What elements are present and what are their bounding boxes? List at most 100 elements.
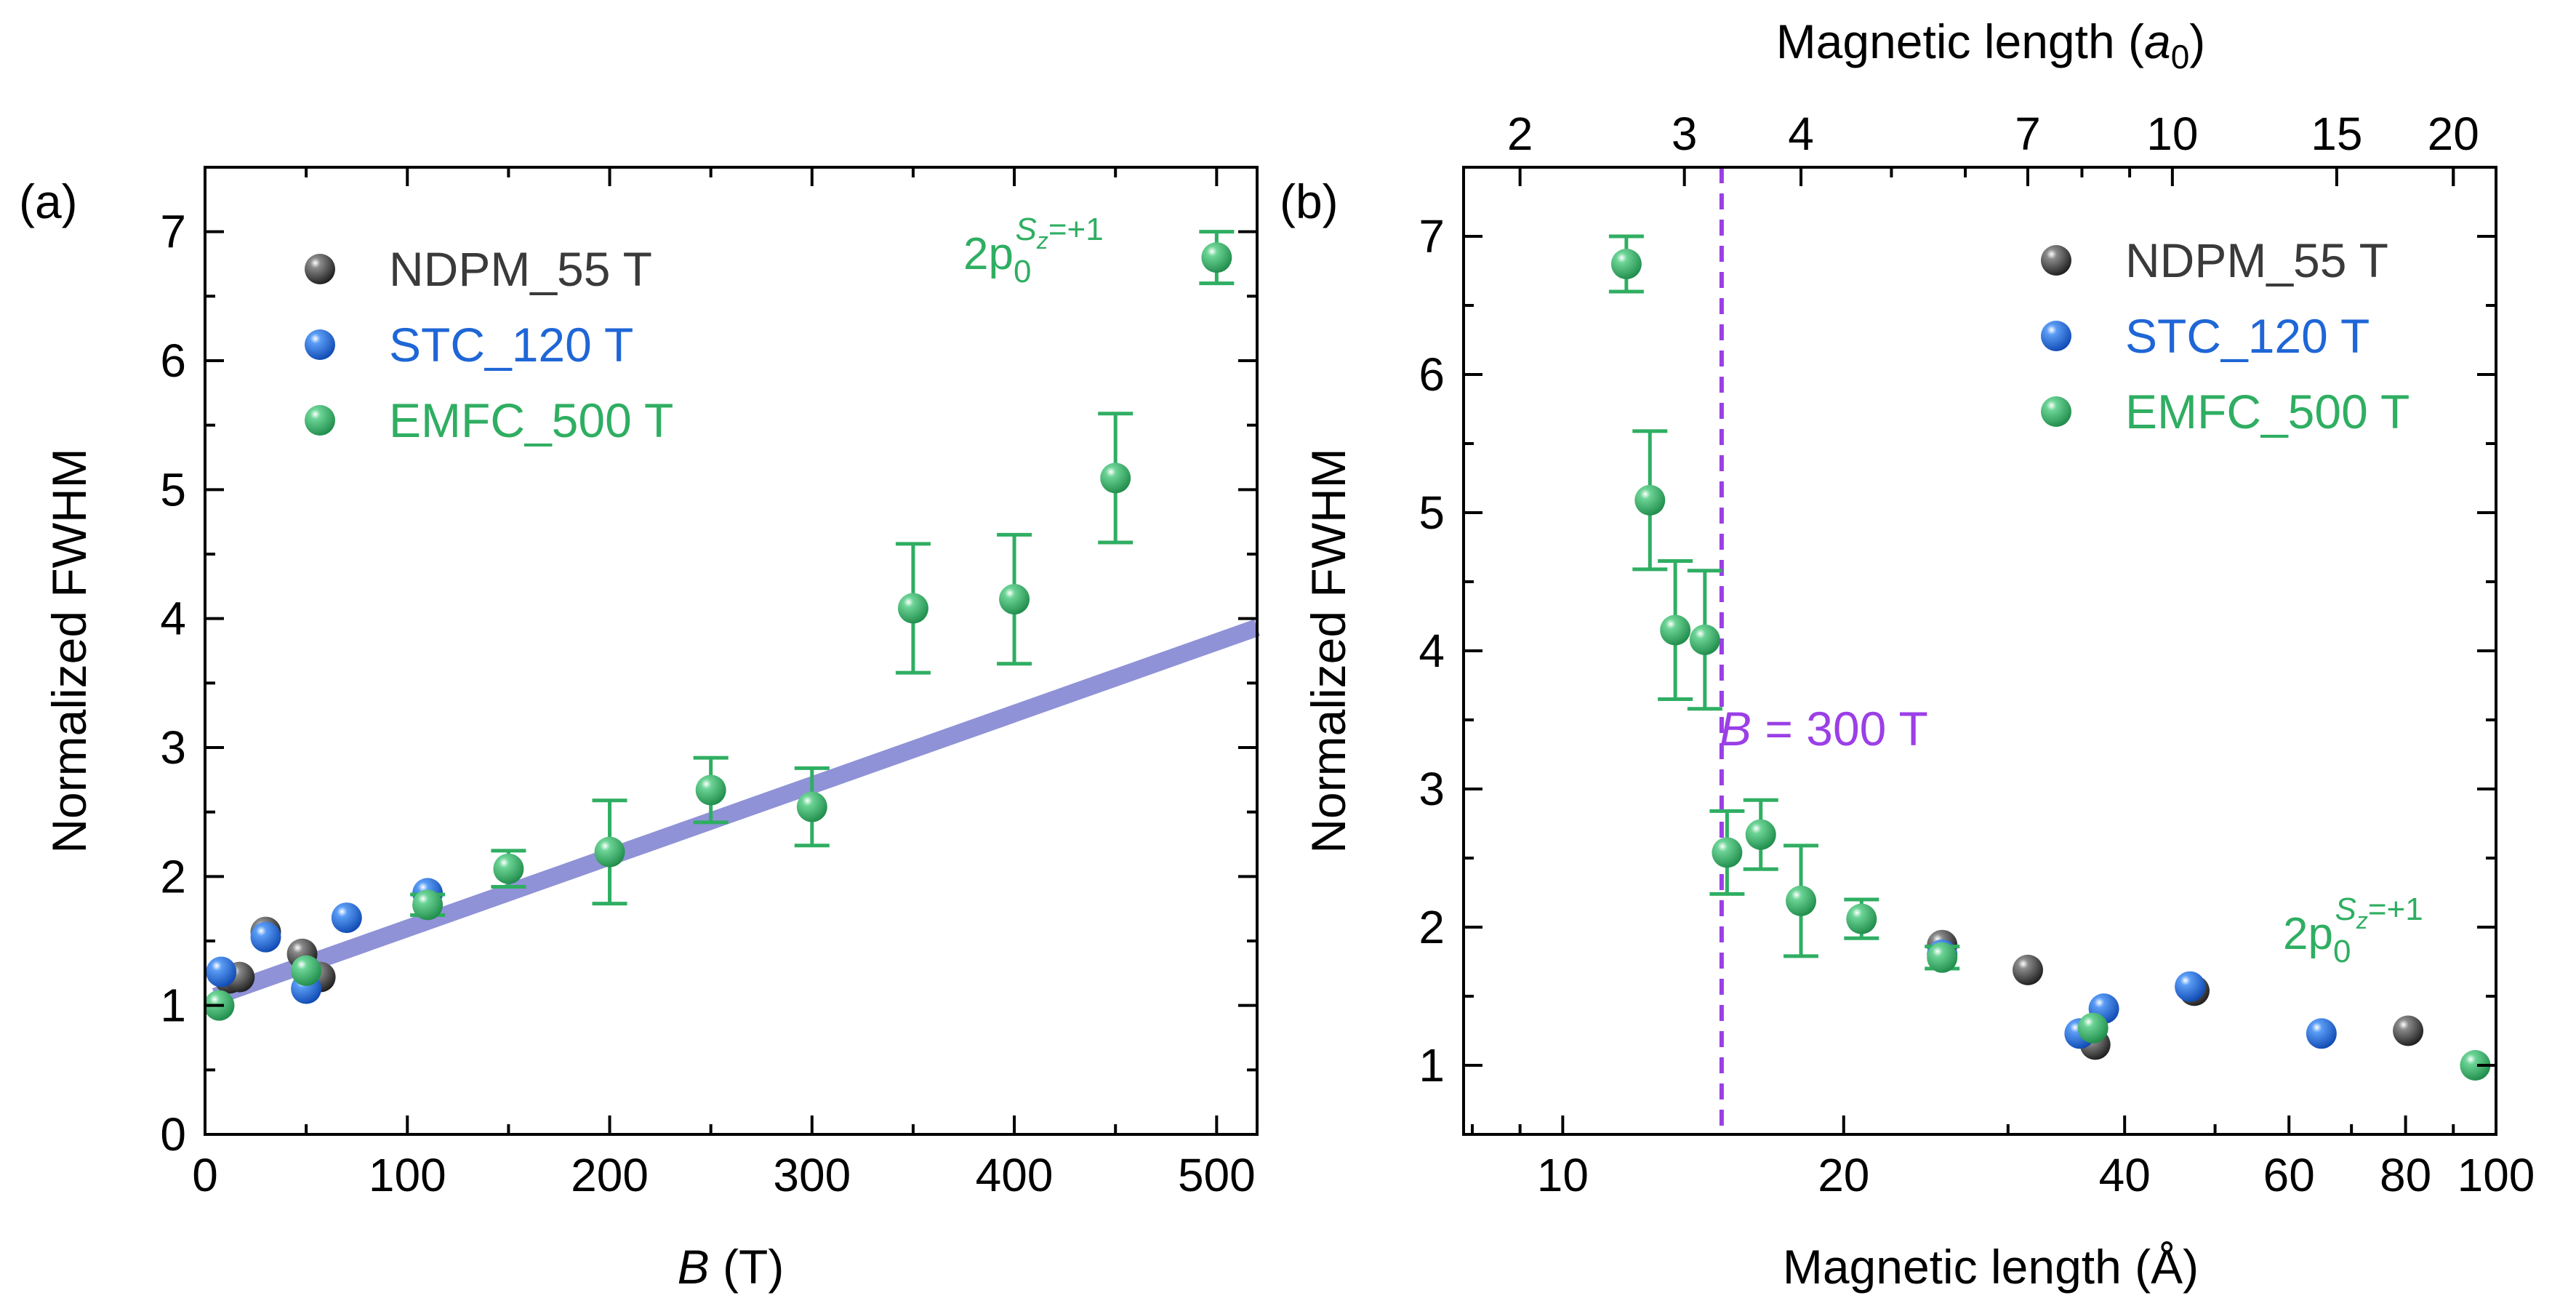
top-axis-label-end: ) <box>2189 15 2205 68</box>
x-tick-label: 500 <box>1178 1149 1256 1201</box>
x-tick-label: 60 <box>2263 1149 2315 1201</box>
y-tick-label: 4 <box>160 593 186 645</box>
y-tick-label: 2 <box>160 850 186 902</box>
panel-b-points <box>1608 234 2491 1081</box>
panel-a-ticks: 0 1 2 3 4 5 6 7 0 100 200 300 400 500 <box>160 166 1257 1201</box>
cutoff-label-rest: = 300 T <box>1752 702 1928 756</box>
y-tick-label: 4 <box>1419 625 1445 677</box>
panel-a-x-axis-label: B (T) <box>678 1240 785 1294</box>
legend-marker-emfc <box>305 405 335 436</box>
x-tick-label: 80 <box>2380 1149 2431 1201</box>
annotation-base: 2p <box>2283 909 2333 959</box>
y-tick-label: 1 <box>1419 1039 1445 1091</box>
data-point-emfc <box>1201 242 1232 273</box>
x-axis-unit: (T) <box>710 1240 785 1294</box>
annotation-sup-sub: z <box>2356 908 2368 934</box>
legend-label-emfc: EMFC_500 T <box>389 393 673 447</box>
top-tick-label: 2 <box>1507 108 1533 160</box>
legend-label-stc: STC_120 T <box>2125 309 2370 363</box>
fit-line-layer <box>212 619 1261 1005</box>
legend-marker-stc <box>305 329 335 360</box>
y-tick-label: 5 <box>160 463 186 516</box>
legend-marker-ndpm <box>2041 245 2071 276</box>
top-axis-label-text: Magnetic length ( <box>1776 15 2144 68</box>
x-tick-label: 0 <box>192 1149 218 1201</box>
annotation-sup-var: S <box>1015 212 1036 247</box>
legend-label-stc: STC_120 T <box>389 318 633 372</box>
y-tick-label: 5 <box>1419 486 1445 539</box>
y-tick-label: 2 <box>1419 901 1445 953</box>
y-tick-label: 6 <box>160 334 186 387</box>
panel-b-label: (b) <box>1280 175 1339 228</box>
top-axis-label-sub: 0 <box>2171 38 2190 76</box>
y-tick-label: 3 <box>1419 763 1445 815</box>
y-tick-label: 7 <box>1419 210 1445 263</box>
panel-a-y-axis-label: Normalized FWHM <box>42 448 96 853</box>
data-point-emfc <box>1712 837 1743 868</box>
legend-marker-emfc <box>2041 396 2071 427</box>
legend-marker-stc <box>2041 321 2071 351</box>
x-tick-label: 40 <box>2099 1149 2151 1201</box>
legend-label-ndpm: NDPM_55 T <box>2125 233 2388 287</box>
panel-b-y-axis-label: Normalized FWHM <box>1301 448 1355 853</box>
panel-a: (a) 0 1 2 3 4 5 6 7 0 100 200 300 400 500 Normalized … <box>19 166 1261 1294</box>
panel-a-label: (a) <box>19 175 78 228</box>
data-point-emfc <box>1689 624 1720 655</box>
data-point-emfc <box>2077 1012 2108 1043</box>
data-point-emfc <box>412 889 444 921</box>
y-tick-label: 1 <box>160 980 186 1032</box>
x-tick-label: 300 <box>773 1149 851 1201</box>
top-tick-label: 4 <box>1788 108 1814 160</box>
y-tick-label: 6 <box>1419 348 1445 401</box>
data-point-ndpm <box>2013 954 2044 985</box>
x-tick-label: 400 <box>976 1149 1054 1201</box>
linear-fit-line <box>212 619 1261 1005</box>
legend-marker-ndpm <box>305 254 335 284</box>
x-axis-variable: B <box>678 1240 710 1294</box>
data-point-emfc <box>1610 249 1642 279</box>
data-point-emfc <box>1745 819 1776 850</box>
x-tick-label: 100 <box>2457 1149 2535 1201</box>
top-tick-label: 15 <box>2311 108 2362 160</box>
data-point-emfc <box>1927 942 1958 973</box>
data-point-stc <box>331 902 362 934</box>
data-point-emfc <box>695 774 726 806</box>
panel-b-ticks: 1 2 3 4 5 6 7 10 20 40 60 80 100 2 3 4 7 10 15 20 <box>1419 108 2535 1201</box>
annotation-base: 2p <box>963 229 1014 279</box>
y-tick-label: 7 <box>160 206 186 258</box>
panel-b-top-axis-label: Magnetic length (a0) <box>1776 15 2206 76</box>
data-point-emfc <box>1634 484 1666 516</box>
panel-a-state-annotation: 2p0 Sz=+1 <box>963 212 1104 289</box>
data-point-emfc <box>1660 614 1691 646</box>
top-tick-label: 3 <box>1672 108 1698 160</box>
panel-a-frame <box>204 166 1259 1136</box>
annotation-sup-var: S <box>2335 892 2356 927</box>
top-tick-label: 10 <box>2146 108 2198 160</box>
annotation-sub: 0 <box>2333 934 2351 969</box>
panel-b-state-annotation: 2p0 Sz=+1 <box>2283 892 2423 969</box>
x-tick-label: 20 <box>1818 1149 1869 1201</box>
y-tick-label: 0 <box>160 1108 186 1161</box>
panel-b: (b) 1 2 3 4 5 6 7 10 20 40 60 80 100 2 3 4 7 10 15 20 Norma… <box>1280 15 2535 1294</box>
panel-b-legend: NDPM_55 T STC_120 T EMFC_500 T <box>2041 233 2410 438</box>
x-tick-label: 10 <box>1537 1149 1589 1201</box>
data-point-emfc <box>291 955 322 986</box>
data-point-ndpm <box>2393 1015 2424 1046</box>
x-tick-label: 200 <box>571 1149 649 1201</box>
data-point-stc <box>206 956 237 987</box>
panel-a-legend: NDPM_55 T STC_120 T EMFC_500 T <box>305 242 673 447</box>
data-point-stc <box>2175 971 2206 1002</box>
data-point-emfc <box>1846 903 1877 934</box>
annotation-sup-sub: z <box>1036 228 1048 254</box>
x-tick-label: 100 <box>369 1149 446 1201</box>
y-tick-label: 3 <box>160 721 186 774</box>
data-point-emfc <box>493 853 524 884</box>
data-point-stc <box>2306 1018 2337 1049</box>
legend-label-emfc: EMFC_500 T <box>2125 385 2410 438</box>
data-point-stc <box>250 921 281 953</box>
data-point-emfc <box>897 593 928 624</box>
top-tick-label: 7 <box>2015 108 2041 160</box>
data-point-emfc <box>1100 462 1131 494</box>
top-axis-label-var: a <box>2144 15 2171 68</box>
